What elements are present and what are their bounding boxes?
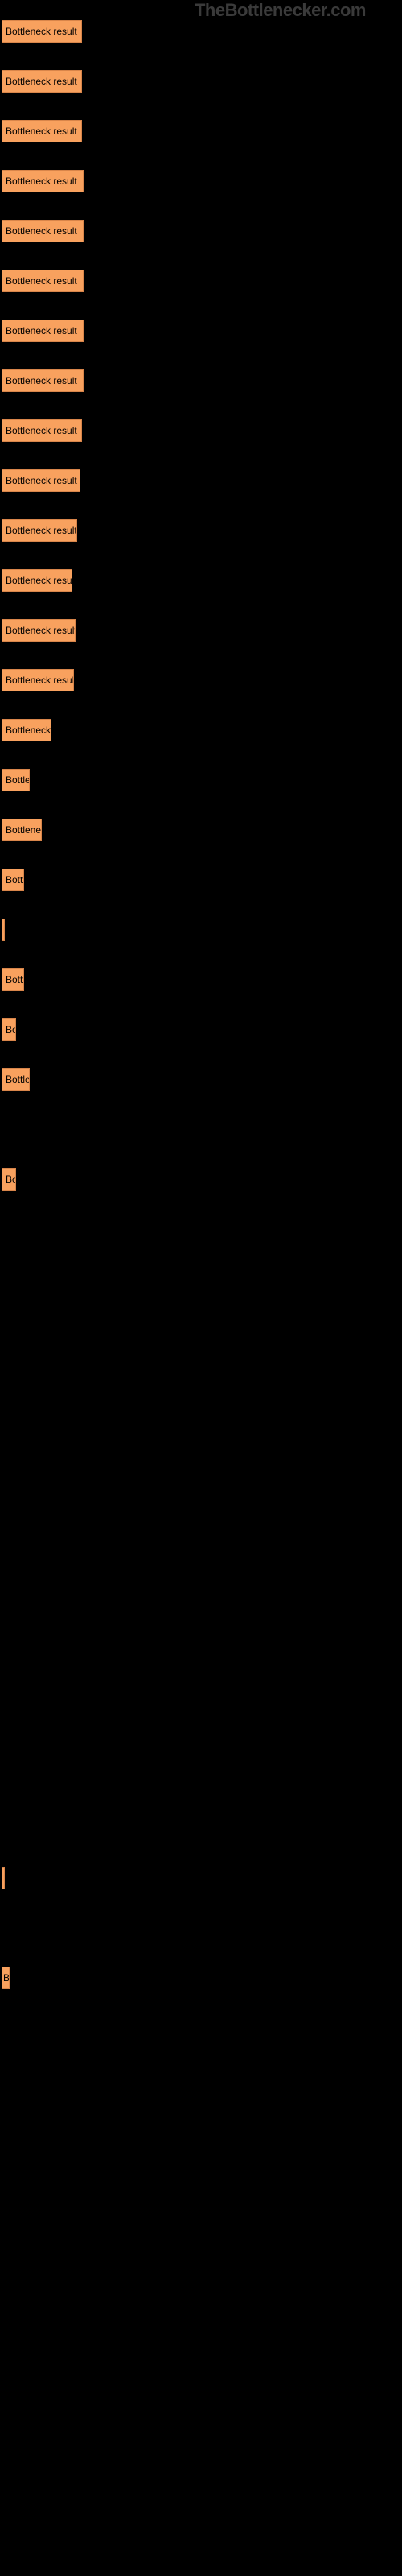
bar: Bottleneck result bbox=[2, 968, 24, 991]
bar-row: Bottleneck result bbox=[2, 819, 402, 841]
bar-row bbox=[2, 1617, 402, 1640]
bar-row: Bottleneck result bbox=[2, 919, 402, 941]
empty-bar bbox=[2, 1218, 402, 1241]
bar-row: Bottleneck result bbox=[2, 270, 402, 292]
empty-bar bbox=[2, 1617, 402, 1640]
bar: Bottleneck result bbox=[2, 619, 76, 642]
bar-row: Bottleneck result bbox=[2, 20, 402, 43]
bar: Bottleneck result bbox=[2, 70, 82, 93]
bar: Bottleneck result bbox=[2, 220, 84, 242]
bar-row: Bottleneck result bbox=[2, 569, 402, 592]
bar: Bottleneck result bbox=[2, 1068, 30, 1091]
bar-row: Bottleneck result bbox=[2, 619, 402, 642]
bar-row: Bottleneck result bbox=[2, 120, 402, 142]
bar: Bottleneck result bbox=[2, 320, 84, 342]
bar-row bbox=[2, 1917, 402, 1939]
bar: Bottleneck result bbox=[2, 270, 84, 292]
bar-row: Bottleneck result bbox=[2, 1068, 402, 1091]
bar-row: Bottleneck result bbox=[2, 220, 402, 242]
bar: Bottleneck result bbox=[2, 919, 5, 941]
bar-row: Bottleneck result bbox=[2, 669, 402, 691]
bar-row bbox=[2, 1517, 402, 1540]
bar-row: Bottleneck result bbox=[2, 70, 402, 93]
bar: Bottleneck result bbox=[2, 869, 24, 891]
bar: Bottleneck result bbox=[2, 769, 30, 791]
bar-row: Bottleneck result bbox=[2, 519, 402, 542]
bar-row bbox=[2, 1667, 402, 1690]
bar-row bbox=[2, 1218, 402, 1241]
bar-row bbox=[2, 1817, 402, 1839]
bar: Bottleneck result bbox=[2, 819, 42, 841]
bar-row: Bottleneck result bbox=[2, 968, 402, 991]
bar: Bottleneck result bbox=[2, 120, 82, 142]
bar: Bottleneck result bbox=[2, 170, 84, 192]
empty-bar bbox=[2, 1118, 402, 1141]
bar-row: Bottleneck result bbox=[2, 1867, 402, 1889]
empty-bar bbox=[2, 1767, 402, 1790]
empty-bar bbox=[2, 1567, 402, 1590]
bar-row: Bottleneck result bbox=[2, 769, 402, 791]
empty-bar bbox=[2, 1717, 402, 1740]
bar-row: Bottleneck result bbox=[2, 1018, 402, 1041]
bar-row bbox=[2, 1318, 402, 1340]
empty-bar bbox=[2, 1318, 402, 1340]
bar-row: Bottleneck result bbox=[2, 369, 402, 392]
bar-row bbox=[2, 1368, 402, 1390]
bar: Bottleneck result bbox=[2, 519, 77, 542]
empty-bar bbox=[2, 1917, 402, 1939]
bar: Bottleneck result bbox=[2, 469, 80, 492]
watermark: TheBottlenecker.com bbox=[195, 0, 366, 21]
bar: Bottleneck result bbox=[2, 369, 84, 392]
empty-bar bbox=[2, 1418, 402, 1440]
bar-row: Bottleneck result bbox=[2, 1168, 402, 1191]
bar-row bbox=[2, 1418, 402, 1440]
bar-row: Bottleneck result bbox=[2, 869, 402, 891]
bar: Bottleneck result bbox=[2, 719, 51, 741]
bar-row: Bottleneck result bbox=[2, 419, 402, 442]
bar: Bottleneck result bbox=[2, 669, 74, 691]
bar: Bottleneck result bbox=[2, 1168, 16, 1191]
bar: Bottleneck result bbox=[2, 419, 82, 442]
bar-row: Bottleneck result bbox=[2, 1967, 402, 1989]
empty-bar bbox=[2, 1468, 402, 1490]
empty-bar bbox=[2, 1368, 402, 1390]
empty-bar bbox=[2, 1268, 402, 1290]
bar-row bbox=[2, 1767, 402, 1790]
empty-bar bbox=[2, 1667, 402, 1690]
bar-row bbox=[2, 1567, 402, 1590]
bar-row: Bottleneck result bbox=[2, 170, 402, 192]
bar-row bbox=[2, 1717, 402, 1740]
bar: Bottleneck result bbox=[2, 569, 72, 592]
bar: Bottleneck result bbox=[2, 20, 82, 43]
bar-row: Bottleneck result bbox=[2, 719, 402, 741]
bar: Bottleneck result bbox=[2, 1967, 10, 1989]
empty-bar bbox=[2, 1817, 402, 1839]
bar-row bbox=[2, 1468, 402, 1490]
bar: Bottleneck result bbox=[2, 1867, 5, 1889]
empty-bar bbox=[2, 1517, 402, 1540]
bar: Bottleneck result bbox=[2, 1018, 16, 1041]
bars-container: Bottleneck result Bottleneck result Bottle… bbox=[0, 0, 402, 1989]
bar-row: Bottleneck result bbox=[2, 469, 402, 492]
bar-row bbox=[2, 1118, 402, 1141]
bar-row: Bottleneck result bbox=[2, 320, 402, 342]
bar-row bbox=[2, 1268, 402, 1290]
